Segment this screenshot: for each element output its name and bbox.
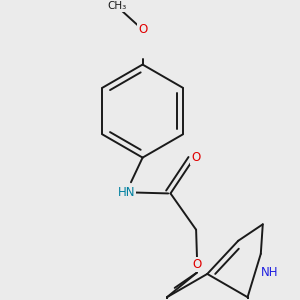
- Text: O: O: [192, 258, 202, 271]
- Text: CH₃: CH₃: [107, 2, 127, 11]
- Text: O: O: [191, 151, 201, 164]
- Text: HN: HN: [118, 186, 135, 199]
- Text: NH: NH: [260, 266, 278, 279]
- Text: O: O: [138, 23, 147, 36]
